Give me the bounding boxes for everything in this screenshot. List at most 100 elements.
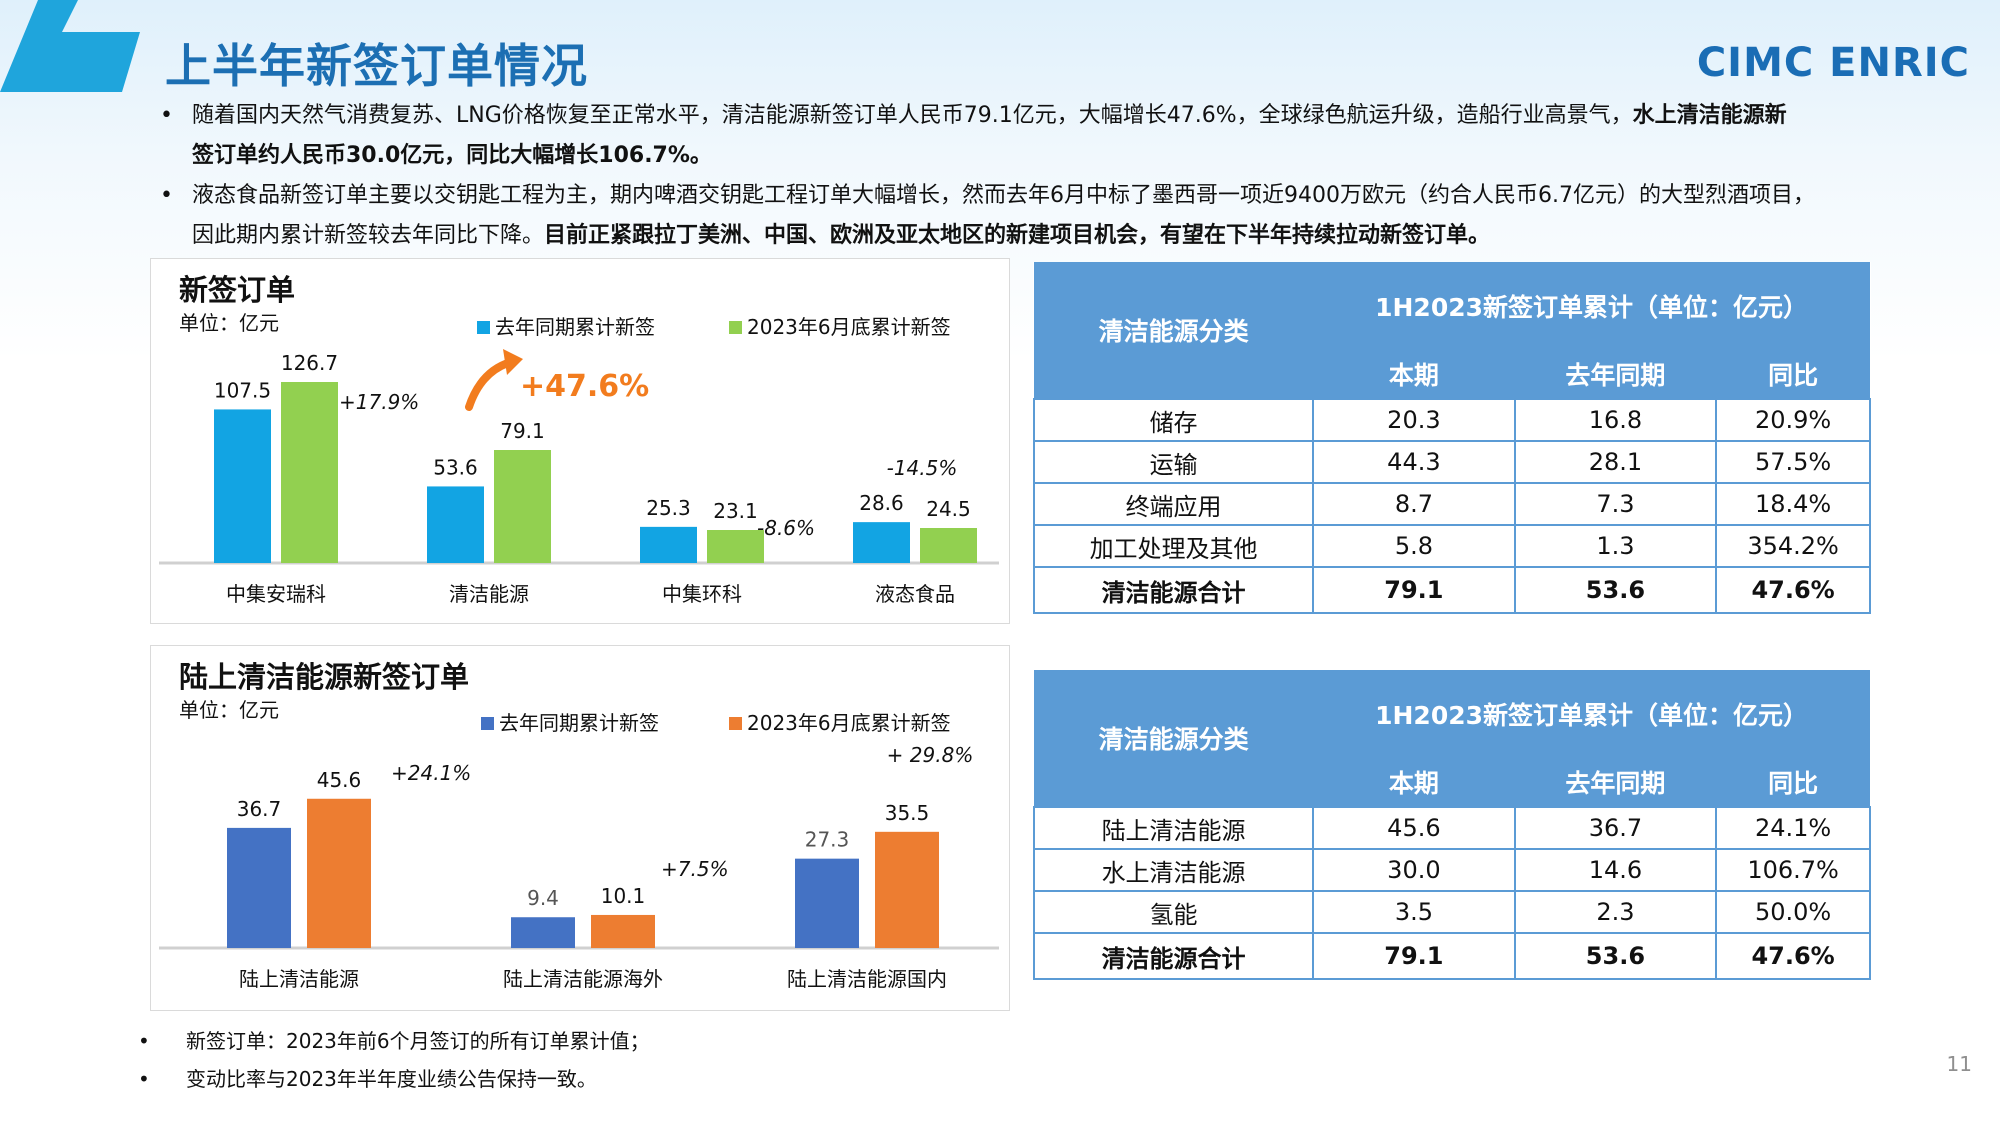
bar-value-label: 107.5 xyxy=(214,378,271,402)
bar xyxy=(427,486,484,563)
column-header: 同比 xyxy=(1716,758,1870,807)
bar-value-label: 53.6 xyxy=(433,455,478,479)
category-cell: 储存 xyxy=(1032,398,1315,442)
category-cell: 清洁能源合计 xyxy=(1032,566,1315,614)
column-header: 本期 xyxy=(1313,758,1515,807)
page-number: 11 xyxy=(1946,1052,1972,1076)
bar-value-label: 23.1 xyxy=(713,499,758,523)
new-orders-chart-panel: 新签订单 单位：亿元 去年同期累计新签 2023年6月底累计新签 107.5 126.… xyxy=(150,258,1010,624)
category-cell: 清洁能源合计 xyxy=(1032,932,1315,980)
table-subheader-row: 本期 去年同期 同比 xyxy=(1034,350,1870,399)
category-label: 清洁能源 xyxy=(449,582,529,606)
chart-title: 陆上清洁能源新签订单 xyxy=(179,660,470,694)
table-total-row: 清洁能源合计 79.1 53.6 47.6% xyxy=(1032,566,1871,614)
bar-value-label: 24.5 xyxy=(926,497,971,521)
table-total-row: 清洁能源合计 79.1 53.6 47.6% xyxy=(1032,932,1871,980)
bar xyxy=(511,917,575,948)
bar-value-label: 126.7 xyxy=(281,351,338,375)
bar xyxy=(640,526,697,563)
value-cell: 44.3 xyxy=(1312,440,1516,484)
bar-value-label: 25.3 xyxy=(646,496,691,520)
value-cell: 8.7 xyxy=(1312,482,1516,526)
column-header: 去年同期 xyxy=(1514,350,1717,399)
change-percent-label: +7.5% xyxy=(661,857,729,881)
legend-label: 2023年6月底累计新签 xyxy=(747,711,951,735)
value-cell: 1.3 xyxy=(1513,524,1718,568)
bar xyxy=(494,450,551,563)
chart-title: 新签订单 xyxy=(179,273,296,307)
header-category: 清洁能源分类 xyxy=(1034,670,1314,807)
bullet-text: 因此期内累计新签较去年同比下降。 xyxy=(192,223,545,248)
brand-logo-text: CIMC ENRIC xyxy=(1696,40,1970,86)
bullet-item-1: • 随着国内天然气消费复苏、LNG价格恢复至正常水平，清洁能源新签订单人民币79… xyxy=(160,96,1860,176)
category-label: 液态食品 xyxy=(875,582,955,606)
legend-label: 去年同期累计新签 xyxy=(499,711,659,735)
bullet-text: 液态食品新签订单主要以交钥匙工程为主，期内啤酒交钥匙工程订单大幅增长，然而去年6… xyxy=(192,183,1815,208)
bullet-emphasis: 签订单约人民币30.0亿元，同比大幅增长106.7%。 xyxy=(192,143,712,168)
value-cell: 79.1 xyxy=(1312,566,1516,614)
table-row: 运输 44.3 28.1 57.5% xyxy=(1032,440,1871,484)
value-cell: 53.6 xyxy=(1513,566,1718,614)
category-label: 中集环科 xyxy=(662,582,742,606)
column-header: 本期 xyxy=(1313,350,1515,399)
onshore-orders-chart-panel: 陆上清洁能源新签订单 单位：亿元 去年同期累计新签 2023年6月底累计新签 36.… xyxy=(150,645,1010,1011)
bar-value-label: 27.3 xyxy=(805,828,850,852)
page-title: 上半年新签订单情况 xyxy=(165,39,588,93)
value-cell: 47.6% xyxy=(1715,566,1871,614)
value-cell: 30.0 xyxy=(1312,848,1516,892)
change-percent-label: +47.6% xyxy=(520,369,649,404)
value-cell: 354.2% xyxy=(1715,524,1871,568)
change-percent-label: +17.9% xyxy=(339,390,419,414)
bar xyxy=(853,522,910,563)
bullet-line: 液态食品新签订单主要以交钥匙工程为主，期内啤酒交钥匙工程订单大幅增长，然而去年6… xyxy=(192,176,1860,216)
bar xyxy=(707,530,764,563)
value-cell: 36.7 xyxy=(1513,806,1718,850)
category-cell: 水上清洁能源 xyxy=(1032,848,1315,892)
footnote-item: • 新签订单：2023年前6个月签订的所有订单累计值； xyxy=(138,1022,650,1060)
table-row: 氢能 3.5 2.3 50.0% xyxy=(1032,890,1871,934)
bullet-line: 随着国内天然气消费复苏、LNG价格恢复至正常水平，清洁能源新签订单人民币79.1… xyxy=(192,96,1860,136)
value-cell: 57.5% xyxy=(1715,440,1871,484)
bar xyxy=(795,858,859,948)
change-percent-label: -14.5% xyxy=(887,456,958,480)
bar-value-label: 10.1 xyxy=(601,884,646,908)
value-cell: 5.8 xyxy=(1312,524,1516,568)
change-percent-label: + 29.8% xyxy=(887,743,974,767)
value-cell: 47.6% xyxy=(1715,932,1871,980)
bar xyxy=(920,528,977,563)
change-percent-label: +24.1% xyxy=(391,761,471,785)
legend-swatch xyxy=(729,717,742,730)
bullet-item-2: • 液态食品新签订单主要以交钥匙工程为主，期内啤酒交钥匙工程订单大幅增长，然而去… xyxy=(160,176,1860,256)
bullet-emphasis: 目前正紧跟拉丁美洲、中国、欧洲及亚太地区的新建项目机会，有望在下半年持续拉动新签… xyxy=(544,223,1491,248)
value-cell: 20.3 xyxy=(1312,398,1516,442)
bar xyxy=(591,914,655,948)
value-cell: 28.1 xyxy=(1513,440,1718,484)
value-cell: 20.9% xyxy=(1715,398,1871,442)
bar-value-label: 9.4 xyxy=(527,886,559,910)
growth-arrow-icon xyxy=(465,358,515,411)
footnote-item: • 变动比率与2023年半年度业绩公告保持一致。 xyxy=(138,1060,650,1098)
chart-unit: 单位：亿元 xyxy=(179,311,279,335)
legend-swatch xyxy=(481,717,494,730)
column-header: 去年同期 xyxy=(1514,758,1717,807)
category-label: 陆上清洁能源 xyxy=(239,967,359,991)
bar-value-label: 28.6 xyxy=(859,491,904,515)
legend-swatch xyxy=(477,321,490,334)
legend-label: 去年同期累计新签 xyxy=(495,315,655,339)
bullet-dot: • xyxy=(160,103,173,128)
value-cell: 45.6 xyxy=(1312,806,1516,850)
clean-energy-category-table: 清洁能源分类 1H2023新签订单累计（单位：亿元） 本期 去年同期 同比 储存… xyxy=(1032,262,1871,614)
table-row: 加工处理及其他 5.8 1.3 354.2% xyxy=(1032,524,1871,568)
table-row: 水上清洁能源 30.0 14.6 106.7% xyxy=(1032,848,1871,892)
bar-value-label: 35.5 xyxy=(885,801,930,825)
footnotes: • 新签订单：2023年前6个月签订的所有订单累计值； • 变动比率与2023年半年… xyxy=(138,1022,650,1098)
table-row: 陆上清洁能源 45.6 36.7 24.1% xyxy=(1032,806,1871,850)
value-cell: 79.1 xyxy=(1312,932,1516,980)
legend-label: 2023年6月底累计新签 xyxy=(747,315,951,339)
table-header-row: 清洁能源分类 1H2023新签订单累计（单位：亿元） xyxy=(1034,262,1870,399)
header-group: 1H2023新签订单累计（单位：亿元） xyxy=(1313,670,1870,758)
footnote-text: 新签订单：2023年前6个月签订的所有订单累计值； xyxy=(186,1029,650,1053)
change-percent-label: -8.6% xyxy=(757,516,815,540)
bullet-emphasis: 水上清洁能源新 xyxy=(1632,103,1787,128)
corner-logo-shape xyxy=(0,0,140,92)
